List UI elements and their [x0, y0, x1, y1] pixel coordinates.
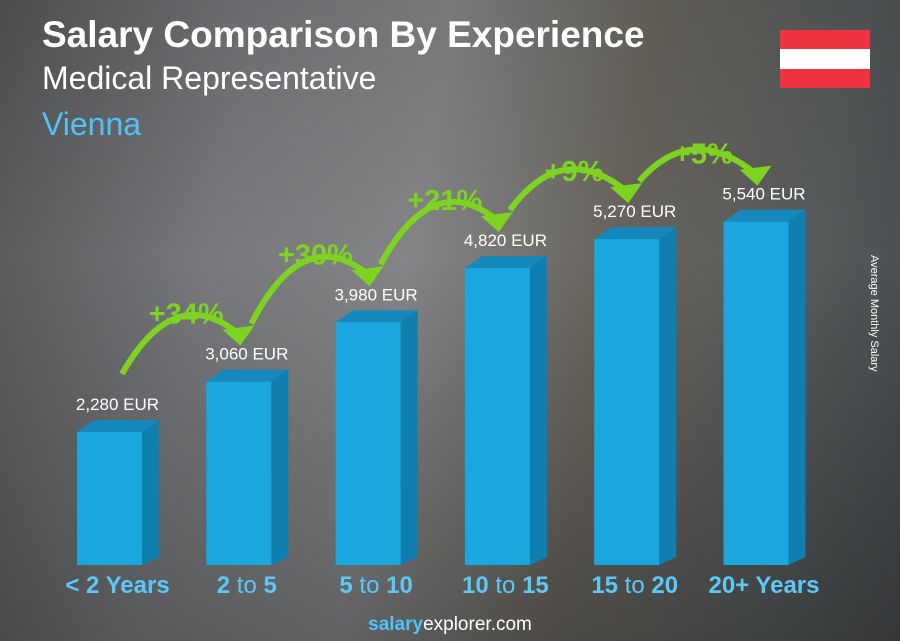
increase-arrow: +9% [507, 156, 643, 212]
bar-top [335, 310, 418, 323]
bar-front [594, 239, 660, 565]
category-label: < 2 Years [65, 572, 169, 599]
arc-arrow [507, 166, 629, 212]
value-label: 5,270 EUR [593, 202, 676, 221]
category-label: 20+ Years [708, 572, 819, 599]
bar [723, 209, 806, 566]
city-name: Vienna [42, 106, 142, 142]
category-label: 5 to 10 [339, 572, 412, 599]
value-label: 5,540 EUR [722, 185, 805, 204]
bar-side [788, 209, 806, 566]
bar-top [206, 369, 289, 382]
bar [594, 227, 677, 565]
arrow-head [351, 266, 384, 287]
increase-label: +21% [407, 185, 482, 217]
brand-bold: salary [368, 614, 424, 635]
bar [464, 256, 547, 565]
bar-front [723, 221, 789, 566]
bar-side [271, 369, 289, 565]
arc-arrow [636, 146, 758, 184]
category-label: 15 to 20 [591, 572, 678, 599]
bar-top [723, 209, 806, 222]
bar-side [400, 310, 418, 565]
value-label: 2,280 EUR [76, 395, 159, 414]
bar-top [464, 256, 547, 269]
arrow-head [610, 183, 643, 204]
brand-tld: .com [490, 614, 532, 635]
bar-side [659, 227, 677, 565]
bar-top [77, 419, 159, 432]
arrow-head [480, 212, 513, 233]
value-label: 3,980 EUR [335, 285, 418, 304]
category-label: 10 to 15 [462, 572, 549, 599]
value-label: 4,820 EUR [464, 231, 547, 250]
arc-arrow [377, 198, 499, 266]
increase-arrow: +5% [636, 139, 772, 186]
arc-arrow [248, 253, 370, 326]
bar [206, 369, 289, 565]
increase-arrow: +34% [119, 299, 255, 376]
increase-arrow: +30% [248, 239, 384, 326]
austria-flag [780, 30, 870, 88]
arrow-head [222, 325, 255, 346]
bar-front [77, 431, 142, 565]
footer-brand[interactable]: salaryexplorer.com [0, 614, 900, 636]
brand-rest: explorer [423, 614, 491, 635]
bar-side [142, 419, 159, 565]
bar-front [206, 381, 272, 565]
bar [77, 419, 159, 565]
arc-arrow [119, 311, 241, 376]
bar-front [464, 268, 530, 565]
increase-label: +30% [278, 239, 353, 271]
chart-title: Salary Comparison By Experience [42, 14, 645, 55]
increase-label: +34% [149, 299, 224, 331]
bar [335, 310, 418, 565]
increase-label: +5% [674, 139, 733, 171]
value-label: 3,060 EUR [205, 345, 288, 364]
arrow-head [739, 165, 772, 186]
increase-arrow: +21% [377, 185, 513, 266]
increase-label: +9% [545, 156, 604, 188]
bar-front [335, 322, 401, 565]
job-title: Medical Representative [42, 60, 377, 96]
bar-top [594, 227, 677, 240]
category-label: 2 to 5 [217, 572, 277, 599]
bar-side [529, 256, 547, 565]
y-axis-label: Average Monthly Salary [868, 255, 880, 372]
